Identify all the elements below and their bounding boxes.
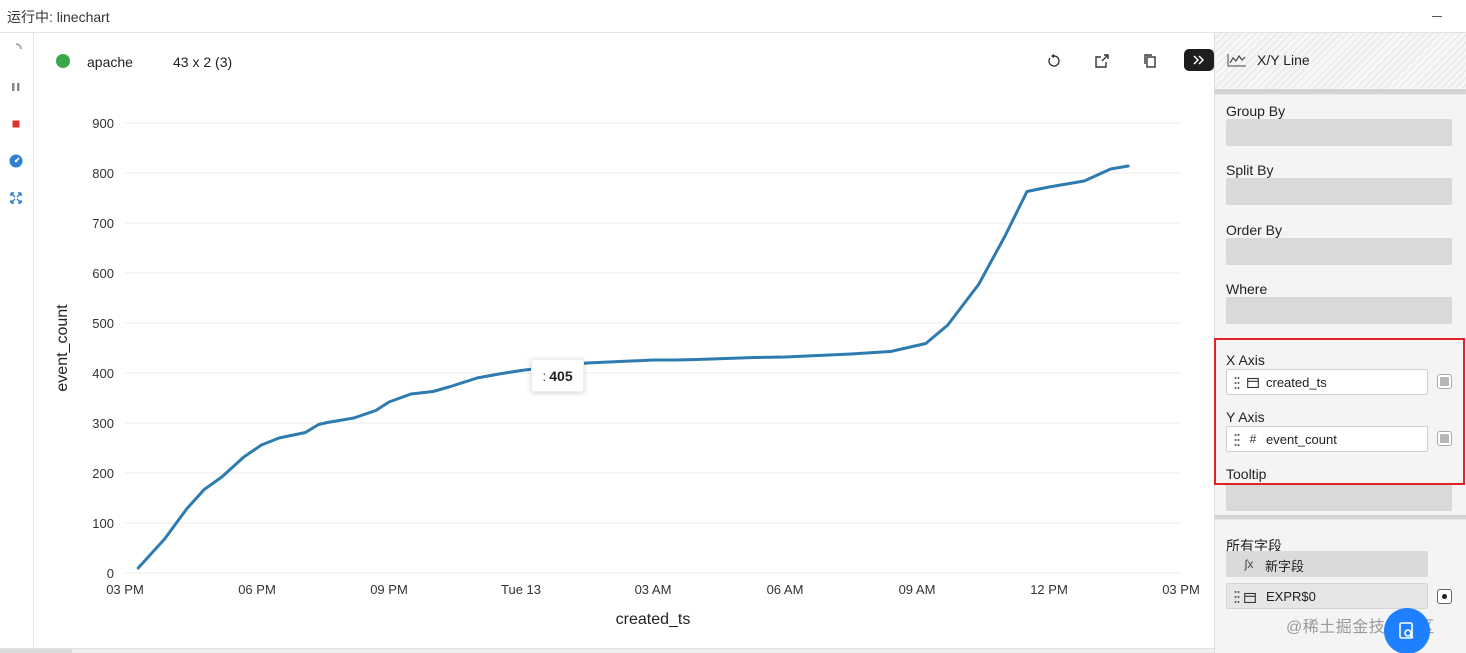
search-doc-icon [1399,622,1414,639]
y-tick-label: 400 [92,366,114,381]
tooltip-dropzone[interactable] [1226,484,1452,511]
y-tick-label: 500 [92,316,114,331]
minimize-button[interactable] [1432,6,1444,26]
bottom-scrollbar[interactable] [0,648,1466,653]
calendar-icon [1246,375,1260,389]
export-button[interactable] [1090,49,1114,73]
group-by-label: Group By [1226,103,1286,119]
datasource-name: apache [87,54,133,70]
spinner-icon[interactable] [6,39,26,59]
plugin-label: X/Y Line [1257,52,1310,68]
field-item-expr0[interactable]: EXPR$0 [1226,583,1428,609]
number-type-icon: # [1249,432,1257,446]
reset-icon [1048,53,1060,67]
tooltip-separator: : [542,367,547,384]
xy-line-icon [1227,54,1246,67]
new-field-label: 新字段 [1265,559,1305,574]
copy-icon [1144,54,1156,68]
field-item-name: EXPR$0 [1266,589,1316,604]
floating-action-button[interactable] [1384,608,1430,653]
x-tick-label: 12 PM [1030,582,1068,597]
pause-button[interactable] [6,77,26,97]
x-tick-label: 06 AM [767,582,804,597]
chart-tooltip: : 405 [531,359,584,392]
x-tick-label: 03 AM [635,582,672,597]
tooltip-label: Tooltip [1226,466,1267,482]
y-axis-field-name: event_count [1266,432,1337,447]
new-field-button[interactable]: ʃx 新字段 [1226,551,1428,577]
copy-button[interactable] [1138,49,1162,73]
stop-icon [12,120,20,128]
y-tick-label: 300 [92,416,114,431]
split-by-dropzone[interactable] [1226,178,1452,205]
datasource-shape: 43 x 2 (3) [173,54,233,70]
where-label: Where [1226,281,1268,297]
y-axis-label: Y Axis [1226,409,1265,425]
where-dropzone[interactable] [1226,297,1452,324]
drag-handle-icon[interactable] [1234,590,1240,604]
reset-button[interactable] [1042,49,1066,73]
drag-handle-icon[interactable] [1234,376,1240,390]
pause-icon [12,83,20,91]
y-tick-label: 0 [107,566,114,581]
drag-handle-icon[interactable] [1234,433,1240,447]
y-axis-field[interactable]: # event_count [1226,426,1428,452]
tool-rail [0,33,34,653]
double-chevron-right-icon [1193,55,1205,65]
y-tick-label: 700 [92,216,114,231]
x-axis-label: X Axis [1226,352,1265,368]
x-axis-field[interactable]: created_ts [1226,369,1428,395]
split-by-label: Split By [1226,162,1274,178]
x-axis-title: created_ts [616,611,691,628]
plugin-selector[interactable]: X/Y Line [1215,33,1466,90]
y-tick-label: 100 [92,516,114,531]
y-axis-title: event_count [54,304,71,392]
x-axis-field-name: created_ts [1266,375,1327,390]
x-axis-options-toggle[interactable] [1437,374,1452,389]
spinner-icon-glyph [15,43,22,50]
x-tick-label: 06 PM [238,582,276,597]
fullscreen-button[interactable] [6,188,26,208]
x-tick-label: 03 PM [106,582,144,597]
config-panel: X/Y Line Group By Split By Order By Wher… [1214,33,1466,653]
order-by-label: Order By [1226,222,1283,238]
dashboard-button[interactable] [6,151,26,171]
order-by-dropzone[interactable] [1226,238,1452,265]
chart-area: apache 43 x 2 (3) 0 100 200 300 400 500 600 700… [34,33,1214,648]
chart-header: apache 43 x 2 (3) [34,33,1214,89]
function-icon: ʃx [1244,557,1254,571]
group-by-dropzone[interactable] [1226,119,1452,146]
x-tick-label: 09 AM [899,582,936,597]
export-icon [1095,54,1109,68]
tooltip-value: 405 [549,367,573,384]
y-tick-label: 900 [92,116,114,131]
expand-arrows-icon [10,192,22,204]
series-line[interactable] [136,164,1130,570]
all-fields-label: 所有字段 [1226,538,1282,554]
settings-toggle-button[interactable] [1184,49,1214,71]
x-tick-label: Tue 13 [501,582,541,597]
window-titlebar: 运行中: linechart [0,0,1466,33]
calendar-icon [1241,589,1259,605]
x-tick-label: 03 PM [1162,582,1200,597]
y-tick-label: 800 [92,166,114,181]
y-tick-label: 200 [92,466,114,481]
divider [1215,515,1466,520]
y-axis-options-toggle[interactable] [1437,431,1452,446]
stop-button[interactable] [6,114,26,134]
field-add-button[interactable] [1437,589,1452,604]
y-tick-label: 600 [92,266,114,281]
divider [1215,90,1466,95]
line-chart[interactable]: 0 100 200 300 400 500 600 700 800 900 03 PM 06 PM 09… [34,33,1214,648]
scrollbar-thumb[interactable] [0,649,72,653]
window-title: 运行中: linechart [7,9,110,25]
status-dot [56,54,70,68]
gauge-icon [9,154,23,168]
x-tick-label: 09 PM [370,582,408,597]
